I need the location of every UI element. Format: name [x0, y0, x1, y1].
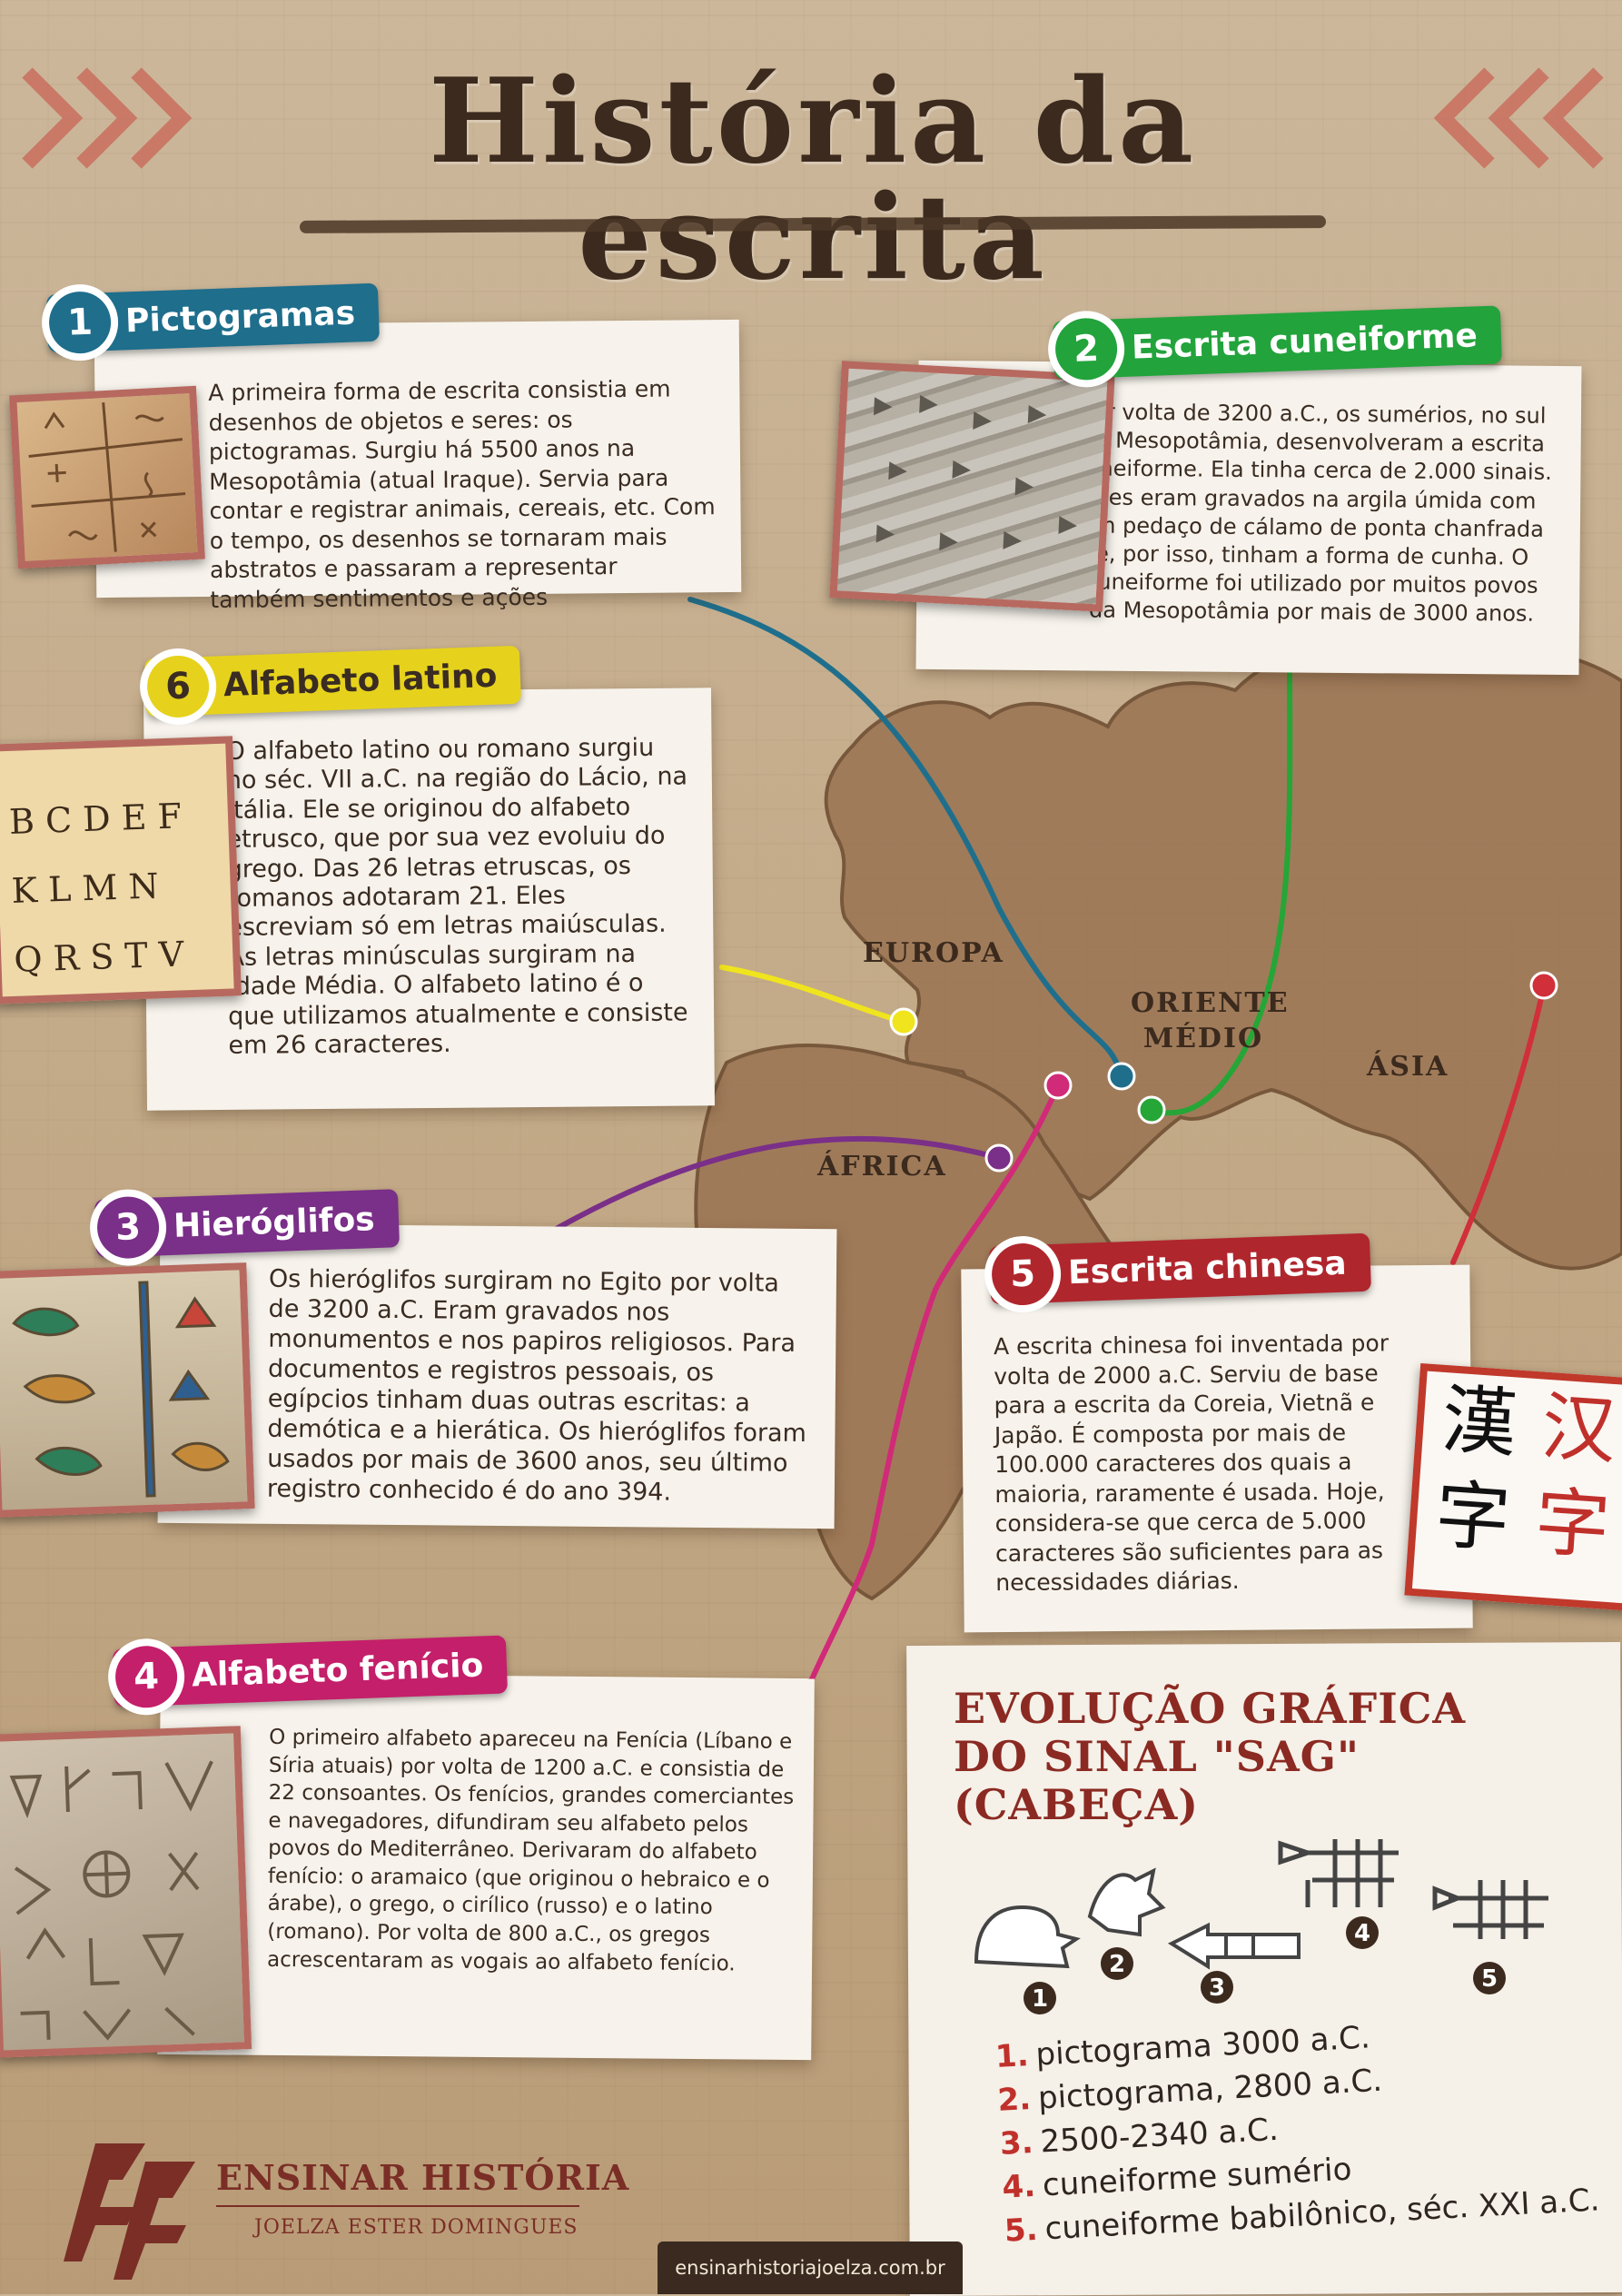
hieroglyphs-image — [0, 1262, 255, 1518]
section-3-number-circle: 3 — [88, 1188, 168, 1268]
section-4-number-circle: 4 — [106, 1637, 186, 1717]
left-chevron-decoration — [22, 67, 193, 169]
section-5-text: A escrita chinesa foi inventada por volt… — [993, 1330, 1390, 1597]
section-2-number: 2 — [1053, 317, 1119, 381]
chinese-characters-image: 漢 汉 字 字 — [1404, 1363, 1622, 1612]
section-5-card: A escrita chinesa foi inventada por volt… — [961, 1264, 1473, 1633]
section-6-title: Alfabeto latino — [223, 657, 498, 704]
section-1-text: A primeira forma de escrita consistia em… — [208, 375, 716, 613]
pictogram-tablet-image — [9, 385, 205, 569]
hieroglyphs-icon — [12, 1281, 230, 1498]
map-label-europe: EUROPA — [863, 937, 1004, 969]
section-4-title: Alfabeto fenício — [191, 1646, 484, 1695]
evolution-list: 1. pictograma 3000 a.C. 2. pictograma, 280… — [994, 2008, 1601, 2257]
phoenician-inscription-image — [0, 1726, 252, 2058]
sag-stage-1-number: 1 — [1032, 1985, 1048, 2013]
chinese-char-traditional-1: 漢 — [1439, 1376, 1520, 1469]
latin-letters-row-1: B C D E F — [8, 796, 183, 842]
section-2-title: Escrita cuneiforme — [1131, 316, 1479, 367]
sag-stage-3-glyph — [1167, 1922, 1301, 1970]
evolution-item-number: 3. — [999, 2123, 1034, 2162]
chinese-char-simplified-1: 汉 — [1538, 1383, 1619, 1476]
section-1-title: Pictogramas — [124, 294, 356, 340]
chinese-char-traditional-2: 字 — [1432, 1471, 1513, 1564]
section-1-number-circle: 1 — [40, 282, 120, 362]
sag-stage-1-glyph — [974, 1905, 1081, 1969]
sag-stage-3-number: 3 — [1209, 1974, 1225, 2002]
latin-letters-row-3: Q R S T V — [13, 934, 184, 980]
evolution-title: EVOLUÇÃO GRÁFICA DO SINAL "SAG" (CABEÇA) — [954, 1684, 1467, 1829]
section-2-text: Por volta de 3200 a.C., os sumérios, no … — [1073, 399, 1552, 628]
brand-divider — [216, 2205, 579, 2207]
sag-stage-4-number: 4 — [1354, 1920, 1370, 1947]
chinese-char-simplified-2: 字 — [1532, 1479, 1613, 1570]
sag-evolution-glyphs: 1 2 3 4 5 — [974, 1839, 1548, 2014]
section-5-title: Escrita chinesa — [1067, 1244, 1348, 1292]
section-1-badge: 1 Pictogramas — [40, 282, 381, 362]
map-label-middle-east: ORIENTE MÉDIO — [1131, 987, 1290, 1054]
brand-author: JOELZA ESTER DOMINGUES — [254, 2216, 579, 2239]
sag-stage-5-glyph — [1432, 1880, 1548, 1939]
section-4-text: O primeiro alfabeto apareceu na Fenícia … — [266, 1725, 795, 1976]
evolution-item-number: 1. — [994, 2037, 1030, 2075]
map-label-africa: ÁFRICA — [817, 1151, 947, 1183]
evolution-item-number: 5. — [1004, 2211, 1039, 2250]
section-5-number-circle: 5 — [983, 1234, 1063, 1314]
section-4-card: O primeiro alfabeto apareceu na Fenícia … — [157, 1672, 815, 2061]
latin-letters-text: B C D E F K L M N Q R S T V — [0, 744, 234, 995]
cuneiform-tablet-image — [829, 361, 1115, 612]
map-label-asia: ÁSIA — [1367, 1051, 1449, 1083]
section-3-text: Os hieróglifos surgiram no Egito por vol… — [266, 1264, 807, 1507]
ensinar-historia-logo — [64, 2143, 195, 2280]
section-1-number: 1 — [47, 290, 113, 355]
section-4-number: 4 — [114, 1645, 179, 1709]
cuneiform-marks-icon — [873, 394, 1077, 551]
chinese-characters-grid: 漢 汉 字 字 — [1413, 1371, 1622, 1588]
evolution-item-number: 2. — [996, 2081, 1033, 2119]
brand-name: ENSINAR HISTÓRIA — [216, 2157, 630, 2198]
section-6-text: O alfabeto latino ou romano surgiu no sé… — [225, 733, 688, 1060]
section-6-number-circle: 6 — [138, 647, 218, 727]
sag-stage-5-number: 5 — [1481, 1965, 1498, 1993]
section-3-number: 3 — [95, 1195, 161, 1260]
pictogram-tablet-icon — [28, 401, 186, 552]
sag-stage-4-glyph — [1278, 1839, 1399, 1907]
section-3-title: Hieróglifos — [173, 1200, 376, 1245]
section-3-badge: 3 Hieróglifos — [88, 1188, 400, 1268]
section-6-number: 6 — [145, 654, 211, 719]
latin-letters-image: B C D E F K L M N Q R S T V — [0, 736, 242, 1004]
phoenician-letters-icon — [9, 1760, 213, 2041]
sag-stage-2-number: 2 — [1109, 1951, 1125, 1978]
section-5-number: 5 — [990, 1242, 1055, 1307]
sag-stage-2-glyph — [1087, 1867, 1166, 1937]
latin-letters-row-2: K L M N — [10, 866, 160, 911]
evolution-item-number: 4. — [1001, 2167, 1037, 2206]
right-chevron-decoration — [1433, 67, 1604, 169]
section-3-card: Os hieróglifos surgiram no Egito por vol… — [157, 1222, 837, 1529]
website-url[interactable]: ensinarhistoriajoelza.com.br — [658, 2242, 963, 2294]
page-title: História da escrita — [428, 54, 1198, 306]
section-2-number-circle: 2 — [1046, 309, 1126, 389]
